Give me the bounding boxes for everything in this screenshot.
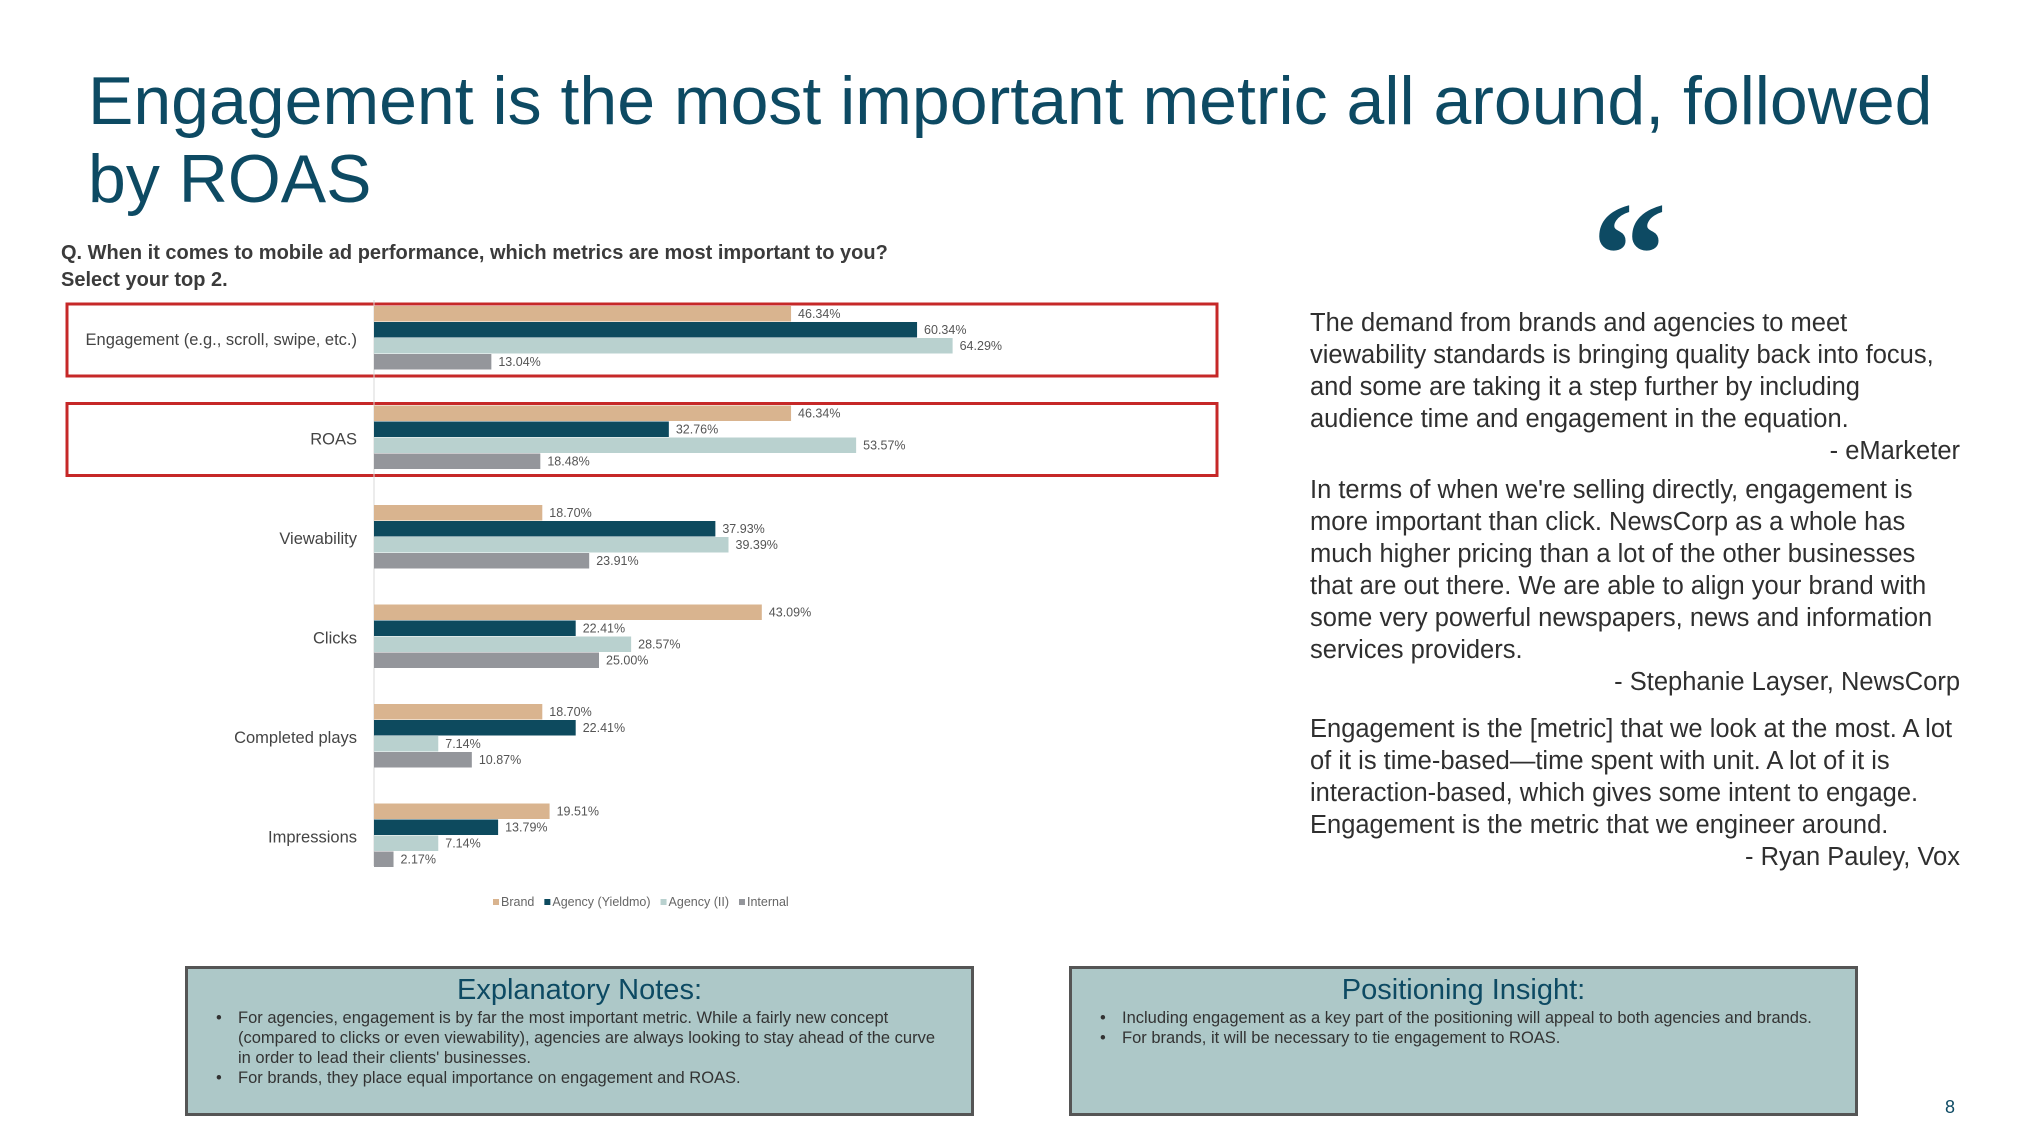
quotes-panel: The demand from brands and agencies to m…: [1310, 307, 1960, 873]
bar-internal: [374, 752, 472, 768]
bar-brand: [374, 306, 792, 322]
survey-question: Q. When it comes to mobile ad performanc…: [61, 240, 1061, 294]
category-label: Completed plays: [234, 729, 357, 747]
bar-internal: [374, 652, 599, 668]
data-label: 13.04%: [498, 355, 540, 369]
bar-agency-ii: [374, 835, 439, 851]
explanatory-note-item: For agencies, engagement is by far the m…: [216, 1008, 951, 1068]
data-label: 7.14%: [445, 737, 480, 751]
bar-internal: [374, 553, 590, 569]
positioning-insight-title: Positioning Insight:: [1341, 974, 1586, 1006]
data-label: 23.91%: [596, 554, 638, 568]
bar-internal: [374, 851, 394, 867]
bar-agency-yieldmo: [374, 322, 918, 338]
legend-swatch: [544, 899, 551, 905]
bar-agency-yieldmo: [374, 819, 499, 835]
quote-source: - Stephanie Layser, NewsCorp: [1614, 668, 1960, 696]
bar-brand: [374, 505, 543, 521]
quote-source: - eMarketer: [1829, 437, 1960, 465]
data-label: 13.79%: [505, 821, 547, 835]
bar-agency-ii: [374, 736, 439, 752]
legend-swatch: [660, 899, 667, 905]
explanatory-notes-list: For agencies, engagement is by far the m…: [188, 1008, 971, 1088]
data-label: 2.17%: [401, 853, 436, 867]
explanatory-note-item: For brands, they place equal importance …: [216, 1068, 951, 1088]
data-label: 28.57%: [638, 638, 680, 652]
bar-agency-yieldmo: [374, 421, 669, 437]
metrics-bar-chart: Engagement (e.g., scroll, swipe, etc.) 46…: [65, 300, 1219, 909]
quote-text: In terms of when we're selling directly,…: [1310, 476, 1933, 664]
data-label: 37.93%: [722, 522, 764, 536]
bar-agency-ii: [374, 537, 729, 553]
data-label: 10.87%: [479, 753, 521, 767]
bar-internal: [374, 453, 541, 469]
data-label: 32.76%: [676, 423, 718, 437]
question-text: Q. When it comes to mobile ad performanc…: [61, 242, 888, 264]
question-instruction: Select your top 2.: [61, 269, 228, 291]
category-label: Clicks: [313, 630, 357, 648]
legend-entry: Brand: [501, 895, 534, 909]
bar-brand: [374, 405, 792, 421]
legend-entry: Agency (II): [669, 895, 729, 909]
data-label: 43.09%: [769, 606, 811, 620]
category-label: Engagement (e.g., scroll, swipe, etc.): [86, 331, 357, 349]
data-label: 18.70%: [549, 705, 591, 719]
data-label: 25.00%: [606, 654, 648, 668]
data-label: 22.41%: [583, 721, 625, 735]
data-label: 18.70%: [549, 506, 591, 520]
quote-block-newscorp: In terms of when we're selling directly,…: [1310, 474, 1960, 698]
category-label: Viewability: [279, 530, 357, 548]
explanatory-notes-title: Explanatory Notes:: [456, 974, 702, 1006]
positioning-insight-list: Including engagement as a key part of th…: [1072, 1008, 1855, 1048]
bar-agency-yieldmo: [374, 620, 576, 636]
quote-source: - Ryan Pauley, Vox: [1745, 843, 1960, 871]
quote-block-emarketer: The demand from brands and agencies to m…: [1310, 307, 1960, 467]
bar-agency-yieldmo: [374, 720, 576, 736]
quote-text: The demand from brands and agencies to m…: [1310, 309, 1934, 433]
bar-agency-ii: [374, 338, 953, 354]
data-label: 64.29%: [960, 339, 1002, 353]
data-label: 19.51%: [557, 805, 599, 819]
legend-swatch: [493, 899, 499, 905]
quote-block-vox: Engagement is the [metric] that we look …: [1310, 713, 1960, 873]
highlight-box: [65, 302, 1219, 378]
quote-mark-icon: “: [1592, 172, 1667, 338]
data-label: 22.41%: [583, 622, 625, 636]
data-label: 60.34%: [924, 323, 966, 337]
bar-agency-ii: [374, 636, 632, 652]
legend-entry: Agency (Yieldmo): [552, 895, 650, 909]
category-label: ROAS: [310, 431, 357, 449]
data-label: 53.57%: [863, 439, 905, 453]
legend-swatch: [738, 899, 745, 905]
category-label: Impressions: [268, 829, 357, 847]
data-label: 39.39%: [736, 538, 778, 552]
positioning-insight-item: For brands, it will be necessary to tie …: [1100, 1028, 1835, 1048]
slide-title: Engagement is the most important metric …: [88, 63, 1933, 217]
bar-brand: [374, 604, 762, 620]
legend-entry: Internal: [747, 895, 789, 909]
data-label: 46.34%: [798, 407, 840, 421]
data-label: 7.14%: [445, 837, 480, 851]
bar-brand: [374, 704, 543, 720]
data-label: 18.48%: [547, 455, 589, 469]
positioning-insight-item: Including engagement as a key part of th…: [1100, 1008, 1835, 1028]
bar-brand: [374, 803, 550, 819]
bar-internal: [374, 354, 492, 370]
page-number: 8: [1945, 1097, 1956, 1117]
positioning-insight-box: Positioning Insight: Including engagemen…: [1069, 966, 1858, 1116]
data-label: 46.34%: [798, 307, 840, 321]
bar-agency-ii: [374, 437, 857, 453]
quote-text: Engagement is the [metric] that we look …: [1310, 715, 1953, 839]
bar-agency-yieldmo: [374, 521, 716, 537]
highlight-box: [65, 402, 1219, 477]
explanatory-notes-box: Explanatory Notes: For agencies, engagem…: [185, 966, 974, 1116]
